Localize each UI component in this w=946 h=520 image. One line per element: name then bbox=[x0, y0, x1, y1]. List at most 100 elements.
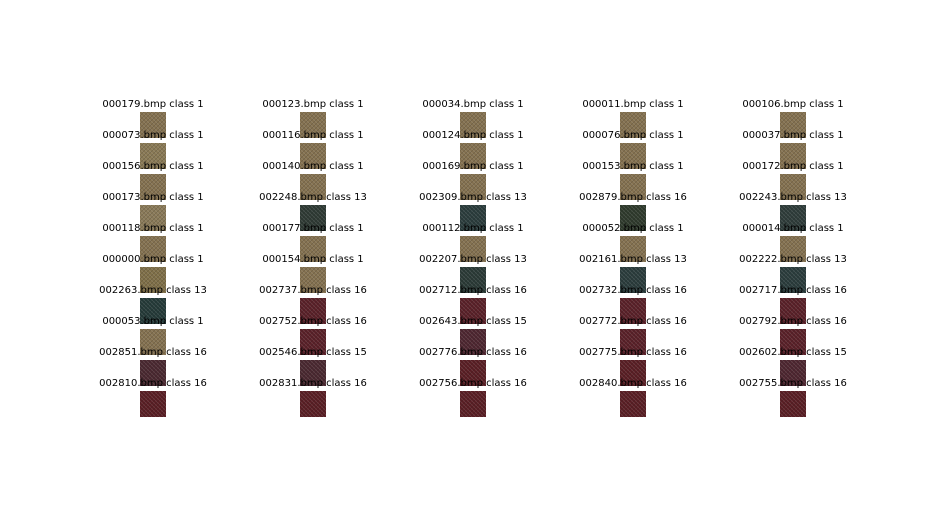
texture-pattern bbox=[780, 298, 806, 324]
image-caption: 000116.bmp class 1 bbox=[262, 130, 364, 141]
texture-pattern bbox=[780, 143, 806, 169]
image-caption: 002732.bmp class 16 bbox=[579, 285, 687, 296]
texture-thumbnail bbox=[620, 143, 646, 169]
image-cell: 002831.bmp class 16 bbox=[233, 378, 393, 417]
image-cell: 002207.bmp class 13 bbox=[393, 254, 553, 293]
texture-thumbnail bbox=[460, 360, 486, 386]
texture-pattern bbox=[140, 112, 166, 138]
image-cell: 002222.bmp class 13 bbox=[713, 254, 873, 293]
image-cell: 000177.bmp class 1 bbox=[233, 223, 393, 262]
image-cell: 002248.bmp class 13 bbox=[233, 192, 393, 231]
texture-pattern bbox=[460, 329, 486, 355]
texture-pattern bbox=[140, 174, 166, 200]
texture-pattern bbox=[140, 391, 166, 417]
texture-thumbnail bbox=[300, 329, 326, 355]
texture-thumbnail bbox=[620, 391, 646, 417]
texture-thumbnail bbox=[140, 174, 166, 200]
texture-thumbnail bbox=[140, 360, 166, 386]
image-cell: 000076.bmp class 1 bbox=[553, 130, 713, 169]
image-cell: 000156.bmp class 1 bbox=[73, 161, 233, 200]
image-caption: 000179.bmp class 1 bbox=[102, 99, 204, 110]
texture-thumbnail bbox=[300, 391, 326, 417]
texture-pattern bbox=[620, 360, 646, 386]
texture-pattern bbox=[780, 360, 806, 386]
texture-pattern bbox=[620, 236, 646, 262]
texture-thumbnail bbox=[140, 112, 166, 138]
image-cell: 002792.bmp class 16 bbox=[713, 316, 873, 355]
texture-thumbnail bbox=[620, 360, 646, 386]
image-caption: 002755.bmp class 16 bbox=[739, 378, 847, 389]
image-cell: 000052.bmp class 1 bbox=[553, 223, 713, 262]
image-caption: 000052.bmp class 1 bbox=[582, 223, 684, 234]
image-cell: 002161.bmp class 13 bbox=[553, 254, 713, 293]
image-caption: 002756.bmp class 16 bbox=[419, 378, 527, 389]
texture-pattern bbox=[620, 267, 646, 293]
texture-thumbnail bbox=[460, 267, 486, 293]
image-cell: 000140.bmp class 1 bbox=[233, 161, 393, 200]
texture-pattern bbox=[620, 391, 646, 417]
image-cell: 000179.bmp class 1 bbox=[73, 99, 233, 138]
image-cell: 000169.bmp class 1 bbox=[393, 161, 553, 200]
texture-pattern bbox=[300, 298, 326, 324]
image-caption: 000034.bmp class 1 bbox=[422, 99, 524, 110]
texture-thumbnail bbox=[460, 329, 486, 355]
image-caption: 002717.bmp class 16 bbox=[739, 285, 847, 296]
image-caption: 000156.bmp class 1 bbox=[102, 161, 204, 172]
image-caption: 000177.bmp class 1 bbox=[262, 223, 364, 234]
texture-thumbnail bbox=[460, 143, 486, 169]
texture-thumbnail bbox=[140, 143, 166, 169]
texture-pattern bbox=[460, 205, 486, 231]
texture-pattern bbox=[780, 267, 806, 293]
texture-thumbnail bbox=[300, 112, 326, 138]
texture-thumbnail bbox=[780, 236, 806, 262]
image-caption: 000118.bmp class 1 bbox=[102, 223, 204, 234]
texture-thumbnail bbox=[140, 205, 166, 231]
image-caption: 000106.bmp class 1 bbox=[742, 99, 844, 110]
texture-pattern bbox=[620, 112, 646, 138]
texture-thumbnail bbox=[140, 329, 166, 355]
image-cell: 002717.bmp class 16 bbox=[713, 285, 873, 324]
image-cell: 002737.bmp class 16 bbox=[233, 285, 393, 324]
image-cell: 002602.bmp class 15 bbox=[713, 347, 873, 386]
texture-thumbnail bbox=[300, 205, 326, 231]
image-caption: 000011.bmp class 1 bbox=[582, 99, 684, 110]
image-cell: 000173.bmp class 1 bbox=[73, 192, 233, 231]
texture-pattern bbox=[460, 267, 486, 293]
texture-thumbnail bbox=[460, 205, 486, 231]
texture-thumbnail bbox=[460, 298, 486, 324]
image-caption: 002243.bmp class 13 bbox=[739, 192, 847, 203]
image-caption: 000172.bmp class 1 bbox=[742, 161, 844, 172]
texture-pattern bbox=[300, 174, 326, 200]
image-cell: 002643.bmp class 15 bbox=[393, 316, 553, 355]
image-cell: 002775.bmp class 16 bbox=[553, 347, 713, 386]
texture-thumbnail bbox=[620, 174, 646, 200]
texture-thumbnail bbox=[460, 112, 486, 138]
image-caption: 002602.bmp class 15 bbox=[739, 347, 847, 358]
image-caption: 000173.bmp class 1 bbox=[102, 192, 204, 203]
image-cell: 002840.bmp class 16 bbox=[553, 378, 713, 417]
image-caption: 000000.bmp class 1 bbox=[102, 254, 204, 265]
texture-thumbnail bbox=[780, 298, 806, 324]
image-cell: 000172.bmp class 1 bbox=[713, 161, 873, 200]
texture-thumbnail bbox=[300, 174, 326, 200]
texture-thumbnail bbox=[300, 267, 326, 293]
image-caption: 002161.bmp class 13 bbox=[579, 254, 687, 265]
image-caption: 002776.bmp class 16 bbox=[419, 347, 527, 358]
image-cell: 002756.bmp class 16 bbox=[393, 378, 553, 417]
image-cell: 002732.bmp class 16 bbox=[553, 285, 713, 324]
texture-thumbnail bbox=[780, 143, 806, 169]
texture-pattern bbox=[140, 360, 166, 386]
image-caption: 002309.bmp class 13 bbox=[419, 192, 527, 203]
texture-pattern bbox=[780, 112, 806, 138]
image-caption: 000124.bmp class 1 bbox=[422, 130, 524, 141]
image-caption: 000053.bmp class 1 bbox=[102, 316, 204, 327]
texture-pattern bbox=[780, 329, 806, 355]
texture-pattern bbox=[620, 174, 646, 200]
image-caption: 000037.bmp class 1 bbox=[742, 130, 844, 141]
image-cell: 002776.bmp class 16 bbox=[393, 347, 553, 386]
texture-thumbnail bbox=[140, 391, 166, 417]
image-cell: 002712.bmp class 16 bbox=[393, 285, 553, 324]
texture-pattern bbox=[300, 236, 326, 262]
texture-thumbnail bbox=[620, 112, 646, 138]
